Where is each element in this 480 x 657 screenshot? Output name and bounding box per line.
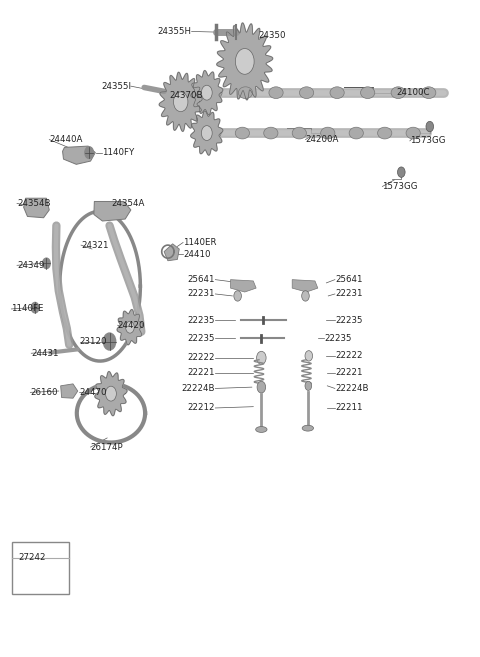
Text: 22235: 22235 (335, 315, 362, 325)
Ellipse shape (406, 127, 420, 139)
Circle shape (397, 167, 405, 177)
Polygon shape (62, 146, 96, 164)
Circle shape (426, 122, 433, 132)
Text: 22235: 22235 (188, 334, 216, 343)
Ellipse shape (321, 127, 335, 139)
Text: 22224B: 22224B (182, 384, 216, 393)
Ellipse shape (256, 426, 267, 432)
Text: 22235: 22235 (324, 334, 352, 343)
Ellipse shape (391, 87, 405, 99)
Text: 24410: 24410 (183, 250, 211, 259)
Circle shape (235, 49, 254, 74)
Ellipse shape (330, 87, 344, 99)
Text: 25641: 25641 (335, 275, 362, 284)
Text: 25641: 25641 (188, 275, 216, 284)
Circle shape (173, 92, 188, 112)
Polygon shape (216, 23, 273, 100)
Ellipse shape (269, 87, 283, 99)
Text: 1140ER: 1140ER (183, 238, 216, 247)
Text: 22221: 22221 (335, 369, 362, 377)
Polygon shape (191, 111, 223, 155)
Text: 24354B: 24354B (17, 199, 50, 208)
Text: 24370B: 24370B (170, 91, 204, 101)
Polygon shape (94, 202, 131, 221)
Ellipse shape (207, 127, 221, 139)
Text: 24431: 24431 (31, 349, 59, 358)
Circle shape (36, 573, 46, 587)
Polygon shape (159, 72, 202, 131)
Text: 22222: 22222 (335, 351, 362, 360)
Circle shape (257, 381, 265, 393)
Text: 1573GG: 1573GG (383, 182, 418, 191)
Circle shape (43, 258, 50, 269)
Text: 24350: 24350 (258, 31, 286, 40)
Polygon shape (292, 280, 318, 292)
Circle shape (202, 85, 212, 100)
Ellipse shape (360, 87, 375, 99)
Ellipse shape (421, 87, 436, 99)
Text: 26174P: 26174P (91, 443, 123, 451)
Ellipse shape (292, 127, 306, 139)
Polygon shape (24, 198, 49, 217)
Text: 22231: 22231 (188, 290, 216, 298)
Text: 1573GG: 1573GG (410, 137, 445, 145)
Circle shape (305, 381, 312, 390)
Text: 1140FY: 1140FY (102, 148, 135, 157)
Circle shape (305, 351, 312, 361)
Text: 24100C: 24100C (396, 88, 430, 97)
Circle shape (202, 125, 212, 141)
Ellipse shape (302, 425, 313, 431)
Text: 26160: 26160 (30, 388, 58, 397)
Polygon shape (95, 372, 127, 416)
Ellipse shape (378, 127, 392, 139)
FancyBboxPatch shape (12, 542, 69, 595)
Ellipse shape (264, 127, 278, 139)
Polygon shape (60, 384, 78, 398)
Circle shape (301, 290, 309, 301)
Text: 1140FE: 1140FE (12, 304, 44, 313)
Polygon shape (117, 309, 143, 345)
Text: 22221: 22221 (188, 369, 216, 377)
Text: 24470: 24470 (80, 388, 107, 397)
Circle shape (31, 302, 39, 313)
Circle shape (234, 290, 241, 301)
Text: 24440A: 24440A (49, 135, 83, 144)
Text: 24420: 24420 (118, 321, 145, 330)
Text: 24200A: 24200A (305, 135, 339, 144)
Ellipse shape (300, 87, 314, 99)
Text: 22212: 22212 (188, 403, 216, 413)
Circle shape (103, 333, 116, 350)
Circle shape (85, 147, 94, 158)
Text: 22222: 22222 (188, 353, 216, 362)
Text: 24349: 24349 (17, 261, 44, 270)
Text: 24355H: 24355H (157, 27, 192, 36)
Circle shape (106, 386, 116, 401)
Polygon shape (230, 280, 256, 292)
Ellipse shape (349, 127, 363, 139)
Ellipse shape (239, 87, 252, 99)
Text: 24355I: 24355I (101, 81, 131, 91)
Circle shape (126, 321, 134, 333)
Text: 24354A: 24354A (111, 199, 144, 208)
Text: 22211: 22211 (335, 403, 362, 413)
Circle shape (257, 351, 266, 365)
Text: 24321: 24321 (81, 240, 108, 250)
Ellipse shape (208, 87, 222, 99)
Text: 22224B: 22224B (335, 384, 368, 393)
Text: 22235: 22235 (188, 315, 216, 325)
Text: 22231: 22231 (335, 290, 362, 298)
Polygon shape (191, 70, 223, 115)
Polygon shape (164, 244, 179, 261)
Text: 23120: 23120 (80, 337, 107, 346)
Text: 27242: 27242 (18, 553, 46, 562)
Ellipse shape (235, 127, 250, 139)
